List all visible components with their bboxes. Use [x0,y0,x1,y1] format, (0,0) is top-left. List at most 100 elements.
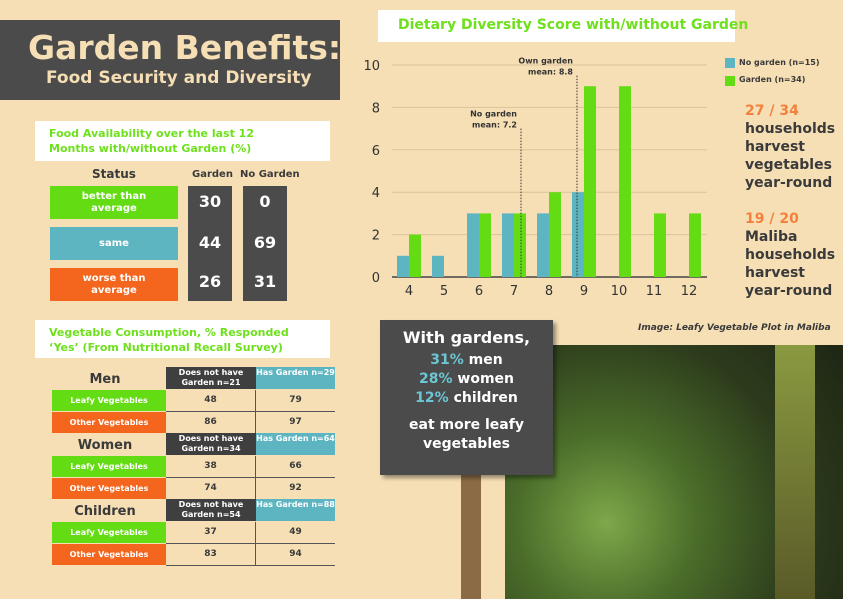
x-tick-label: 11 [646,284,663,299]
stat-number: 27 / 34 [745,103,799,119]
garden-header: Garden [192,169,233,180]
x-tick-label: 5 [440,284,448,299]
chart-title: Dietary Diversity Score with/without Gar… [398,17,749,33]
garden-same: 44 [198,233,222,252]
mean-label: No garden [470,110,517,119]
bar-no-garden [502,213,514,277]
row-label: Leafy Vegetables [52,390,166,411]
callout-items: 31% men 28% women 12% children [380,351,553,408]
row-label: Other Vegetables [52,412,166,433]
y-tick-label: 6 [372,144,380,159]
x-tick-label: 12 [681,284,698,299]
callout-footer: eat more leafy vegetables [409,417,524,452]
y-tick-label: 0 [372,271,380,286]
no-garden-value: 37 [166,522,256,544]
y-tick-label: 2 [372,229,380,244]
no-garden-col-header: Does not have Garden n=54 [166,499,256,521]
row-label: Other Vegetables [52,478,166,499]
pct-women: 28% [419,371,453,387]
mean-label: mean: 7.2 [472,121,517,130]
no-garden-col-header: Does not have Garden n=34 [166,433,256,455]
bar-garden [689,213,701,277]
bar-no-garden [432,255,444,277]
no-garden-value: 83 [166,544,256,566]
stat-number: 19 / 20 [745,211,799,227]
garden-value: 92 [256,478,335,500]
x-tick-label: 6 [475,284,483,299]
legend-swatch-garden [725,76,735,86]
status-better: better than average [50,186,178,219]
bar-garden [584,86,596,277]
x-tick-label: 4 [405,284,413,299]
no-garden-header: No Garden [240,169,300,180]
garden-value: 49 [256,522,335,544]
no-garden-same: 69 [253,233,277,252]
banana-trunk [775,345,815,599]
garden-column: 30 44 26 [188,186,232,301]
bar-no-garden [397,255,409,277]
bar-garden [514,213,526,277]
stat-maliba: 19 / 20 Maliba households harvest year-r… [745,210,840,300]
group-label: Men [89,372,121,387]
bar-garden [479,213,491,277]
page-subtitle: Food Security and Diversity [46,68,312,88]
x-tick-label: 9 [580,284,588,299]
x-tick-label: 10 [611,284,628,299]
garden-better: 30 [198,192,222,211]
no-garden-better: 0 [259,192,271,211]
no-garden-column: 0 69 31 [243,186,287,301]
legend-no-garden: No garden (n=15) [739,58,820,67]
no-garden-col-header: Does not have Garden n=21 [166,367,256,389]
garden-col-header: Has Garden n=29 [256,367,335,389]
chart-title-box [378,10,735,42]
garden-col-header: Has Garden n=88 [256,499,335,521]
pct-men: 31% [430,352,464,368]
bar-garden [549,192,561,277]
stat-text: households harvest vegetables year-round [745,121,836,191]
garden-value: 66 [256,456,335,478]
group-label: Children [74,504,136,519]
x-tick-label: 8 [545,284,553,299]
who-women: women [457,371,514,387]
stat-households: 27 / 34 households harvest vegetables ye… [745,102,840,192]
food-availability-title: Food Availability over the last 12 Month… [35,121,330,161]
no-garden-value: 74 [166,478,256,500]
legend-swatch-no-garden [725,58,735,68]
mean-label: Own garden [518,57,573,66]
callout-heading: With gardens, [402,328,531,347]
no-garden-value: 38 [166,456,256,478]
group-label: Women [77,438,133,453]
garden-col-header: Has Garden n=64 [256,433,335,455]
pct-children: 12% [415,390,449,406]
bar-garden [654,213,666,277]
no-garden-value: 48 [166,390,256,412]
status-worse: worse than average [50,268,178,301]
bar-garden [619,86,631,277]
x-tick-label: 7 [510,284,518,299]
who-men: men [468,352,503,368]
legend-garden: Garden (n=34) [739,75,806,84]
bar-garden [409,234,421,277]
garden-value: 79 [256,390,335,412]
mean-label: mean: 8.8 [528,68,573,77]
garden-value: 97 [256,412,335,434]
no-garden-worse: 31 [253,272,277,291]
sign-post [461,470,481,599]
bar-no-garden [467,213,479,277]
title-banner [0,20,340,100]
page-title: Garden Benefits: [28,28,342,67]
y-tick-label: 10 [363,59,380,74]
status-same: same [50,227,178,260]
y-tick-label: 4 [372,186,380,201]
garden-worse: 26 [198,272,222,291]
dietary-diversity-chart: 0 2 4 6 8 10 4 5 6 7 8 9 10 11 12 No garden mean: 7.2 Own… [363,57,707,299]
callout-sign: With gardens, 31% men 28% women 12% chil… [380,320,553,475]
status-header: Status [92,167,136,181]
who-children: children [453,390,518,406]
stat-text: Maliba households harvest year-round [745,229,836,299]
row-label: Leafy Vegetables [52,522,166,543]
row-label: Leafy Vegetables [52,456,166,477]
y-tick-label: 8 [372,101,380,116]
leafy-vegetable-photo [505,345,843,599]
bar-no-garden [537,213,549,277]
